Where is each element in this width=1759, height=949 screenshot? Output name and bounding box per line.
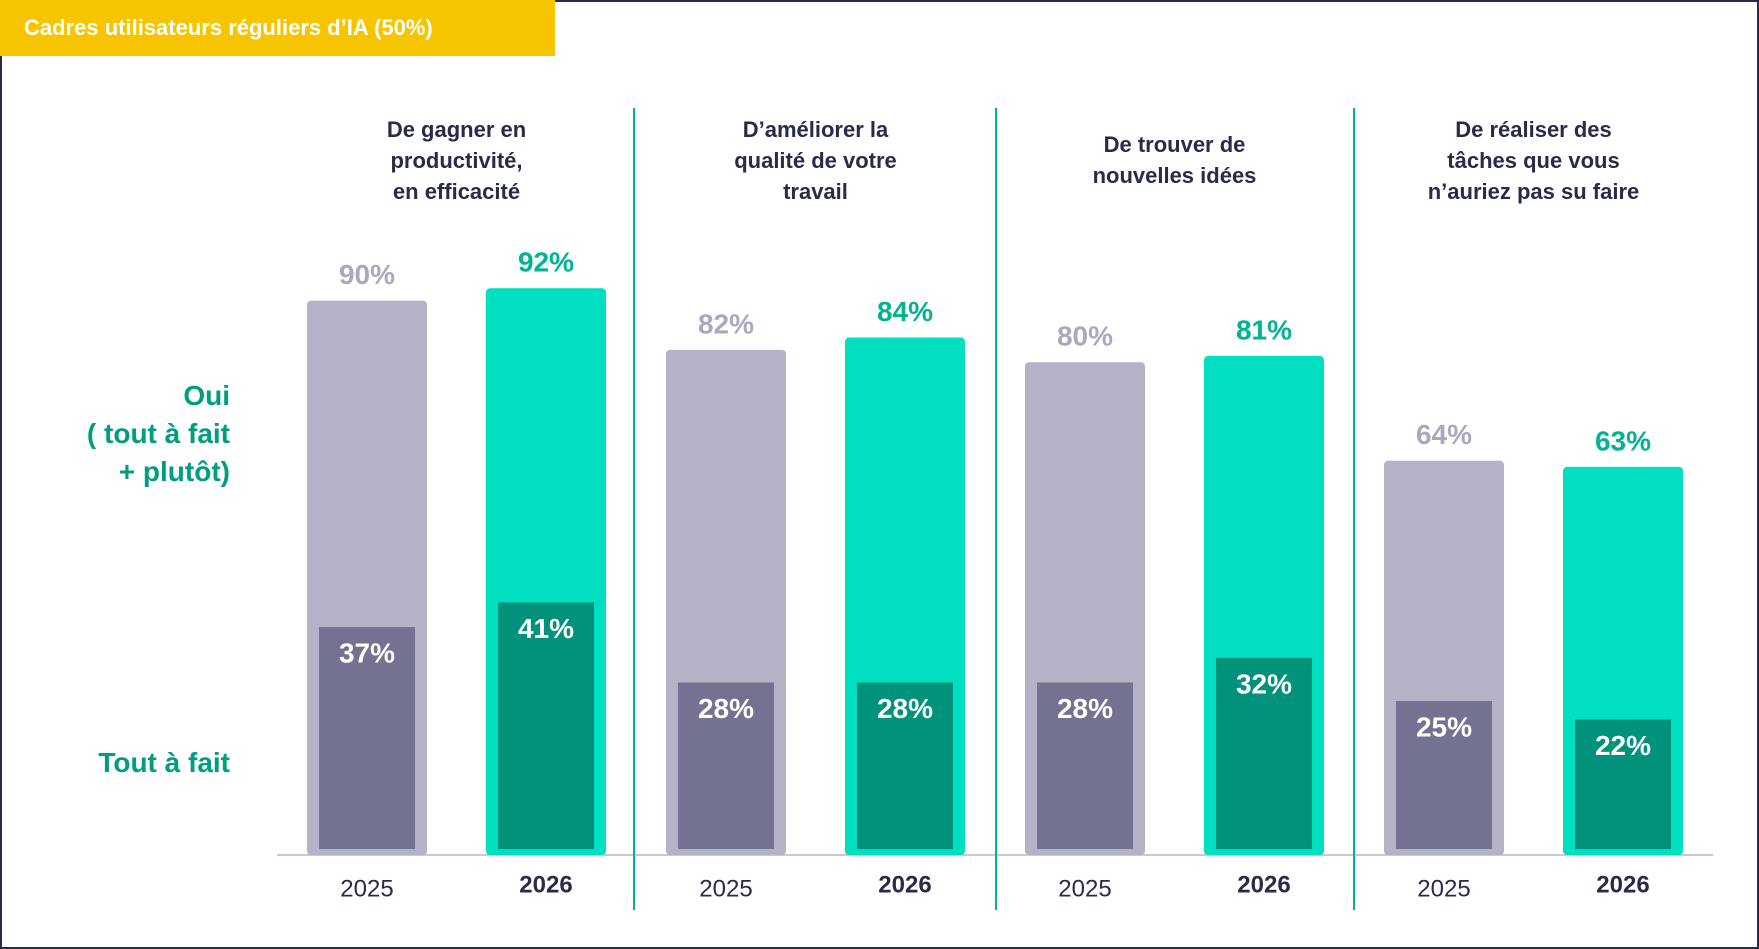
value-label: 81% (1236, 314, 1292, 345)
sub-value-label: 32% (1236, 668, 1292, 699)
year-label: 2025 (1058, 875, 1111, 902)
value-label: 82% (698, 308, 754, 339)
inner-bar (678, 682, 774, 849)
inner-bar (319, 627, 415, 849)
group-title: De réaliser des tâches que vous n’auriez… (1427, 116, 1640, 204)
sub-value-label: 25% (1416, 711, 1472, 742)
value-label: 84% (877, 296, 933, 327)
sub-value-label: 28% (1057, 693, 1113, 724)
year-label: 2026 (878, 871, 931, 898)
inner-bar (498, 602, 594, 849)
sub-value-label: 41% (518, 613, 574, 644)
year-label: 2025 (699, 875, 752, 902)
year-label: 2026 (1237, 871, 1290, 898)
value-label: 90% (339, 259, 395, 290)
sub-value-label: 37% (339, 637, 395, 668)
value-label: 92% (518, 247, 574, 278)
inner-bar (1575, 719, 1671, 849)
measure-label: Tout à fait (98, 747, 230, 778)
value-label: 64% (1416, 419, 1472, 450)
sub-value-label: 22% (1595, 730, 1651, 761)
measure-label: Oui ( tout à fait + plutôt) (86, 380, 230, 487)
inner-bar (1037, 682, 1133, 849)
inner-bar (1396, 701, 1492, 849)
group-title: D’améliorer la qualité de votre travail (734, 116, 897, 204)
year-label: 2026 (1596, 871, 1649, 898)
group-title: De trouver de nouvelles idées (1092, 132, 1257, 188)
inner-bar (857, 682, 953, 849)
sub-value-label: 28% (698, 693, 754, 724)
year-label: 2025 (1417, 875, 1470, 902)
group-title: De gagner en productivité, en efficacité (386, 116, 527, 204)
chart-title: Cadres utilisateurs réguliers d’IA (50%) (0, 0, 555, 56)
year-label: 2026 (519, 871, 572, 898)
value-label: 80% (1057, 321, 1113, 352)
inner-bar (1216, 657, 1312, 849)
sub-value-label: 28% (877, 693, 933, 724)
year-label: 2025 (340, 875, 393, 902)
value-label: 63% (1595, 425, 1651, 456)
